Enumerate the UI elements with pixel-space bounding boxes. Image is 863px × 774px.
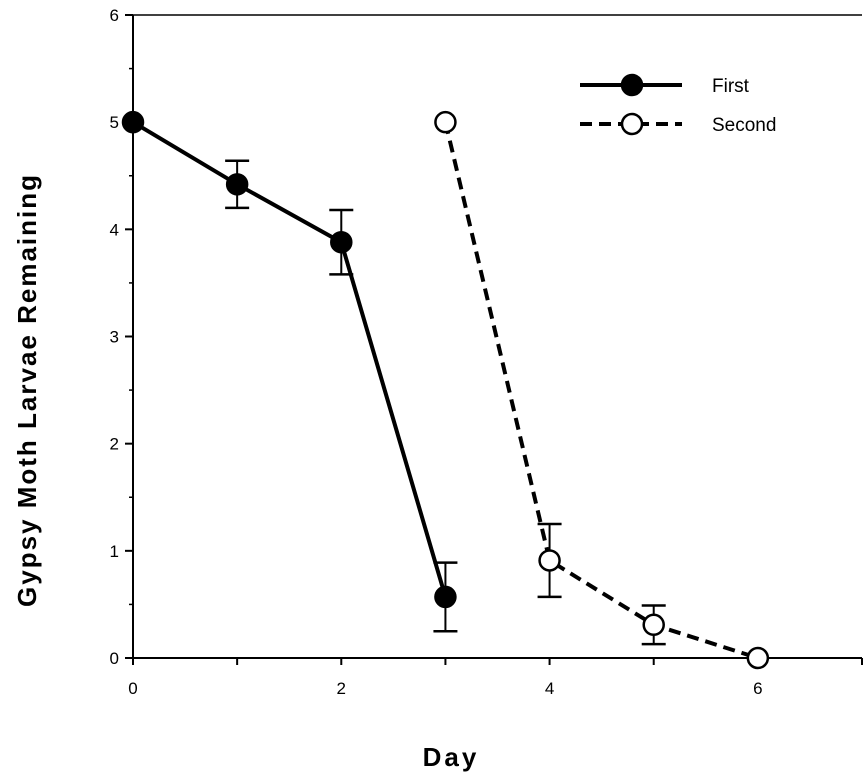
y-tick-label: 5 xyxy=(110,113,119,132)
data-point-second xyxy=(642,613,665,637)
x-tick-label: 2 xyxy=(337,679,346,698)
series-line-second xyxy=(443,121,759,660)
legend-label-first: First xyxy=(712,76,750,97)
y-tick-label: 2 xyxy=(110,435,119,454)
x-axis-title: Day xyxy=(423,742,480,772)
legend-marker-second xyxy=(620,112,644,136)
series-layer xyxy=(121,110,770,670)
legend: First Second xyxy=(580,73,776,136)
data-point-first xyxy=(121,110,145,134)
data-point-second xyxy=(538,549,561,572)
x-tick-label: 4 xyxy=(545,679,554,698)
y-tick-label: 3 xyxy=(110,328,119,347)
data-point-second xyxy=(746,646,770,670)
data-point-second xyxy=(434,110,457,134)
y-tick-label: 6 xyxy=(110,6,119,25)
series-line-first xyxy=(131,120,448,598)
y-tick-label: 1 xyxy=(110,542,119,561)
y-axis: 0 1 2 3 4 5 6 xyxy=(110,6,133,668)
y-axis-title: Gypsy Moth Larvae Remaining xyxy=(12,173,42,607)
y-tick-label: 4 xyxy=(110,220,119,239)
data-point-first xyxy=(434,585,457,609)
x-tick-label: 0 xyxy=(128,679,137,698)
legend-label-second: Second xyxy=(712,115,776,136)
y-tick-label: 0 xyxy=(110,649,119,668)
x-tick-label: 6 xyxy=(753,679,762,698)
series-first xyxy=(121,110,458,633)
legend-marker-first xyxy=(620,73,644,97)
series-second xyxy=(434,110,770,670)
data-point-first xyxy=(225,173,249,196)
data-point-first xyxy=(330,230,353,254)
